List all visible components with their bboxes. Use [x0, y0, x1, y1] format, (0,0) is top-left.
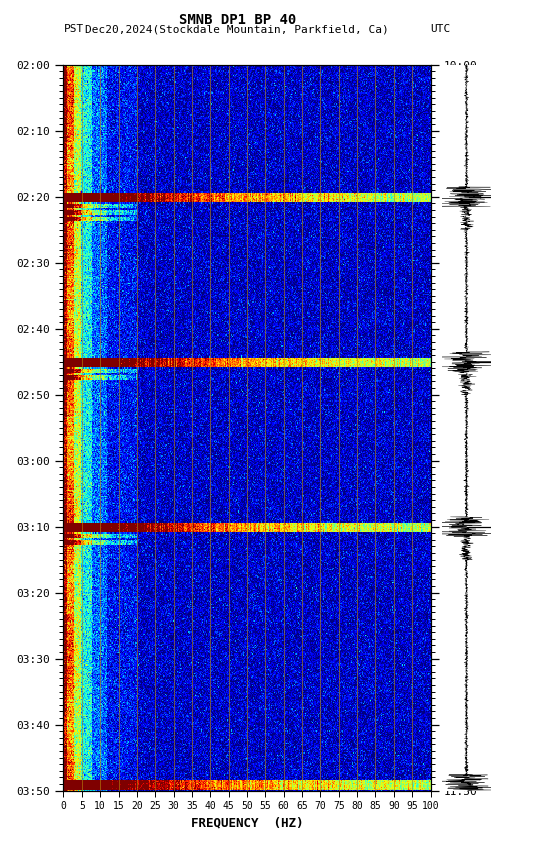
Text: SMNB DP1 BP 40: SMNB DP1 BP 40 [179, 13, 296, 27]
Text: UTC: UTC [431, 24, 451, 35]
X-axis label: FREQUENCY  (HZ): FREQUENCY (HZ) [191, 816, 303, 829]
Text: Dec20,2024(Stockdale Mountain, Parkfield, Ca): Dec20,2024(Stockdale Mountain, Parkfield… [86, 24, 389, 35]
Text: PST: PST [63, 24, 84, 35]
